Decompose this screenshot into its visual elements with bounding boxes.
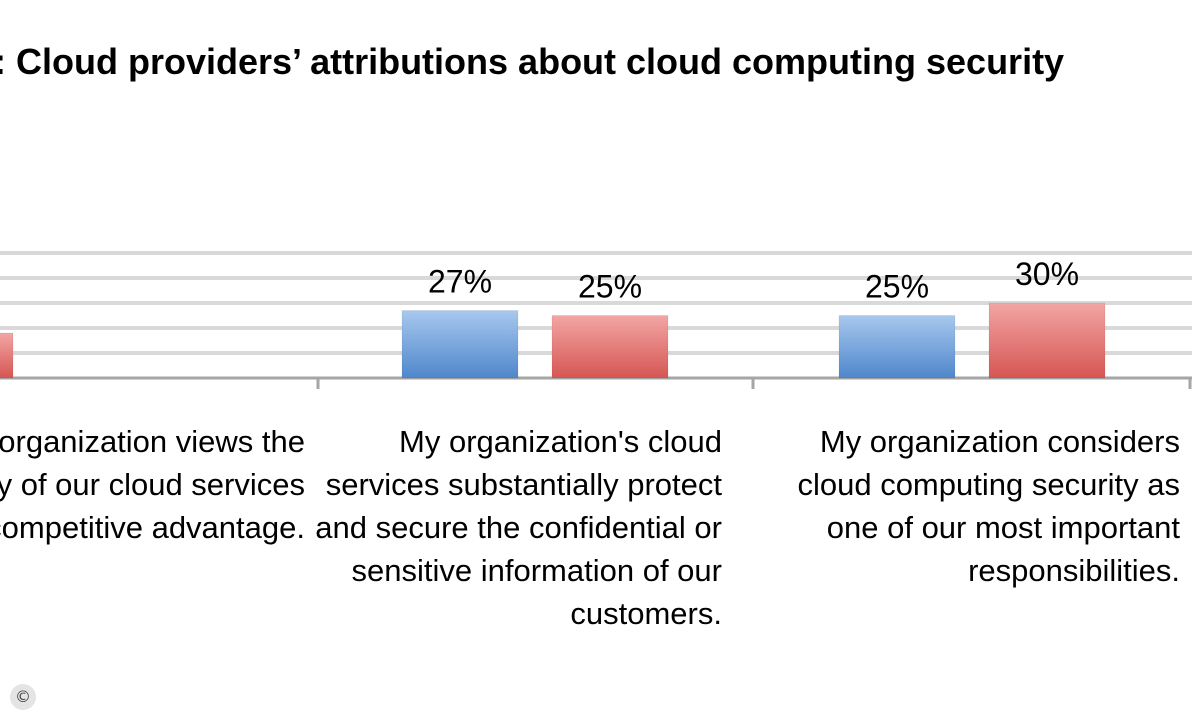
copyright-icon: © [10,684,36,710]
x-axis [0,376,1192,389]
category-label-protect-secure: My organization's cloud services substan… [315,424,722,631]
bar-series1-category1 [551,315,669,379]
data-label-series1-category1: 25% [578,269,642,305]
bar-series0-category1 [401,310,519,379]
bar-series1-category0 [0,332,14,379]
chart-title: Chart 1: Cloud providers’ attributions a… [0,41,1065,82]
category-label-important-responsibilities: My organization considers cloud computin… [797,424,1180,588]
bars [0,302,1106,379]
bar-series0-category2 [838,315,956,379]
data-label-series0-category1: 27% [428,264,492,300]
data-labels: 19%27%25%18%25%30% [428,256,1079,305]
bar-series1-category2 [988,302,1106,379]
category-label-competitive-advantage: My organization views the security of ou… [0,424,305,545]
data-label-series1-category2: 30% [1015,256,1079,292]
data-label-series0-category2: 25% [865,269,929,305]
